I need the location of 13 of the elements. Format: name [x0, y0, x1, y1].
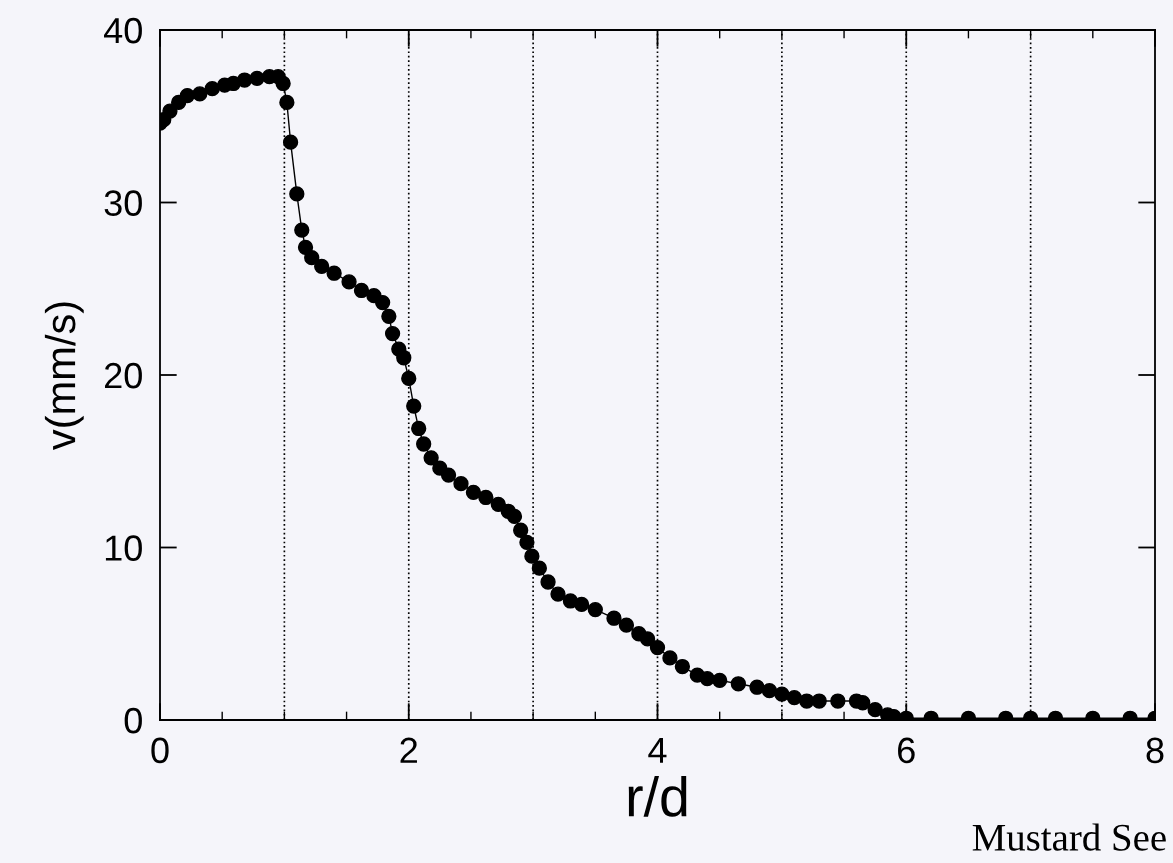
x-axis-title: r/d — [628, 775, 687, 817]
x-tick-label: 2 — [400, 737, 417, 763]
y-tick-label: 0 — [124, 707, 142, 734]
x-tick-label: 0 — [151, 737, 169, 764]
y-tick-label: 40 — [104, 17, 142, 44]
y-tick-label: 20 — [104, 362, 142, 389]
x-tick-label: 6 — [898, 737, 915, 764]
y-tick-label: 30 — [104, 190, 142, 216]
x-tick-label: 8 — [1146, 737, 1164, 764]
y-axis-title: v(mm/s) — [44, 302, 84, 451]
text: Mustard See — [972, 823, 1166, 851]
y-tick-label: 10 — [105, 535, 142, 561]
x-tick-label: 4 — [648, 737, 667, 763]
